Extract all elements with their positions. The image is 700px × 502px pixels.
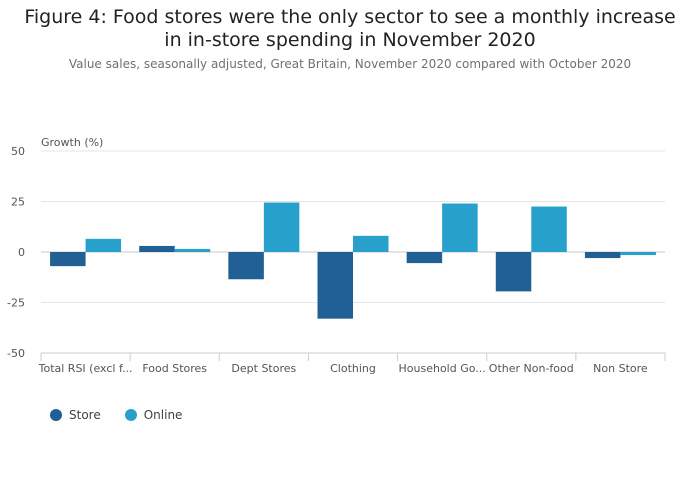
bar-online-1 bbox=[85, 238, 122, 252]
y-tick-label: 25 bbox=[11, 196, 25, 209]
bar-store-1 bbox=[50, 252, 86, 267]
y-tick-label: 50 bbox=[11, 145, 25, 158]
legend-swatch-online bbox=[124, 409, 137, 421]
x-tick-label: Dept Stores bbox=[231, 362, 296, 375]
x-tick-label: Food Stores bbox=[142, 362, 207, 375]
bar-store-4 bbox=[317, 252, 353, 319]
y-tick-label: -50 bbox=[7, 347, 25, 360]
legend-item-online[interactable]: Online bbox=[124, 408, 183, 422]
chart-title: Figure 4: Food stores were the only sect… bbox=[24, 6, 676, 51]
y-axis-label: Growth (%) bbox=[41, 136, 103, 149]
y-tick-label: 0 bbox=[18, 246, 25, 259]
bar-store-3 bbox=[228, 252, 264, 280]
legend-label-online: Online bbox=[143, 408, 183, 422]
x-tick-label: Household Go... bbox=[399, 362, 486, 375]
bar-online-4 bbox=[353, 235, 389, 252]
x-tick-label: Non Store bbox=[593, 362, 648, 375]
legend-swatch-store bbox=[50, 409, 62, 421]
bar-online-3 bbox=[263, 202, 300, 252]
bar-online-7 bbox=[620, 252, 656, 256]
legend-label-store: Store bbox=[69, 408, 101, 422]
chart-subtitle: Value sales, seasonally adjusted, Great … bbox=[68, 57, 632, 71]
bar-store-2 bbox=[139, 245, 175, 252]
legend-item-store[interactable]: Store bbox=[50, 408, 101, 422]
bar-online-2 bbox=[174, 248, 211, 252]
x-tick-label: Other Non-food bbox=[489, 362, 574, 375]
bar-online-6 bbox=[531, 206, 567, 252]
bar-store-6 bbox=[495, 252, 532, 292]
bar-store-7 bbox=[584, 252, 621, 259]
legend: Store Online bbox=[50, 408, 182, 422]
bar-store-5 bbox=[406, 252, 443, 264]
x-tick-label: Clothing bbox=[330, 362, 376, 375]
x-tick-label: Total RSI (excl f... bbox=[38, 362, 133, 375]
bar-online-5 bbox=[442, 203, 478, 252]
y-tick-label: -25 bbox=[7, 297, 25, 310]
